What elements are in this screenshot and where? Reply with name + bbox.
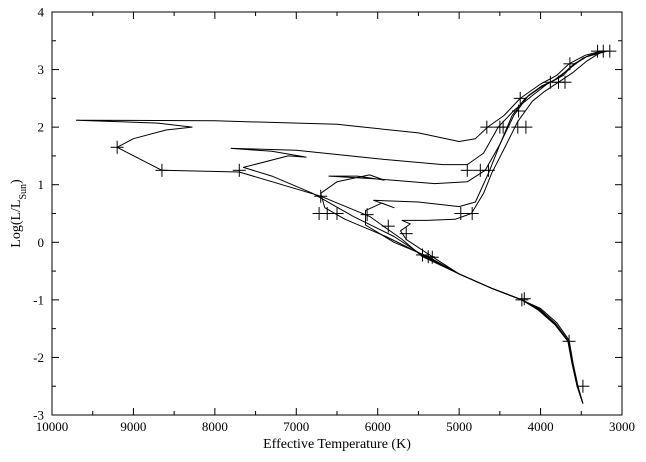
plus-marker (517, 292, 531, 306)
plus-marker (155, 163, 169, 177)
plus-marker (519, 120, 533, 134)
x-tick-label: 5000 (446, 419, 472, 434)
plus-marker (576, 379, 590, 393)
track-line-3 (320, 50, 608, 404)
y-tick-label: 3 (38, 62, 45, 77)
plus-marker (454, 207, 468, 220)
plus-marker (416, 248, 429, 262)
y-tick-label: -1 (33, 292, 44, 307)
x-tick-label: 6000 (365, 419, 391, 434)
plus-marker (513, 91, 527, 105)
plus-marker (481, 163, 495, 177)
plus-marker (603, 44, 617, 58)
track-line-2 (230, 50, 606, 404)
y-tick-label: -3 (33, 408, 44, 423)
plus-marker (496, 120, 510, 134)
y-tick-label: 1 (38, 177, 45, 192)
x-tick-label: 3000 (609, 419, 635, 434)
plus-marker (515, 293, 529, 307)
x-axis-title: Effective Temperature (K) (263, 437, 411, 452)
plus-marker (314, 189, 328, 203)
track-line-5 (400, 51, 602, 404)
plus-marker (562, 334, 576, 348)
plus-marker (425, 250, 439, 264)
x-tick-label: 10000 (36, 419, 69, 434)
track-line-4 (365, 51, 599, 404)
plus-marker (558, 75, 572, 89)
y-tick-label: -2 (33, 350, 44, 365)
x-tick-label: 4000 (528, 419, 554, 434)
plus-marker (232, 163, 246, 177)
x-tick-label: 8000 (202, 419, 228, 434)
plus-marker (110, 140, 124, 154)
plus-marker (399, 227, 413, 241)
plus-marker (460, 163, 474, 177)
plus-marker (512, 104, 526, 118)
plus-marker (480, 120, 494, 134)
x-tick-label: 7000 (283, 419, 309, 434)
x-tick-label: 9000 (120, 419, 146, 434)
plus-marker (563, 57, 577, 71)
plus-marker (381, 219, 395, 233)
plus-marker (465, 207, 479, 220)
y-tick-label: 2 (38, 120, 45, 135)
plus-marker (360, 208, 374, 222)
plus-marker (330, 207, 344, 220)
y-tick-label: 0 (38, 235, 45, 250)
y-tick-label: 4 (38, 5, 45, 20)
y-axis-title: Log(L/LSun) (9, 179, 29, 248)
